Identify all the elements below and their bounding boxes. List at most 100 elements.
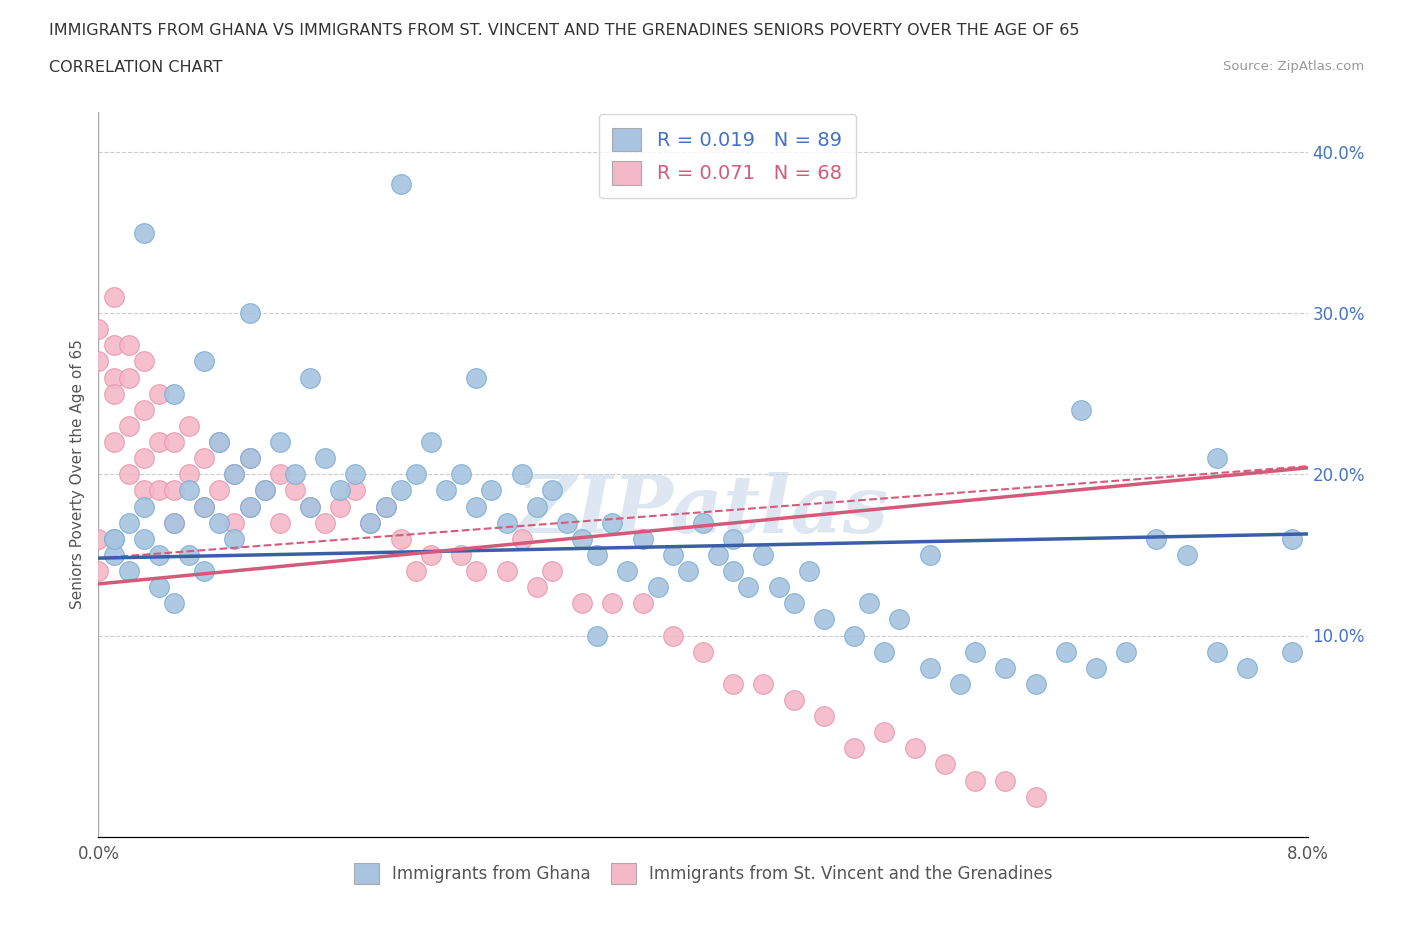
Point <box>87 531 110 546</box>
Point <box>1115 644 1137 659</box>
Point <box>858 596 880 611</box>
Point <box>193 354 215 369</box>
Point <box>269 434 291 449</box>
Point <box>299 370 322 385</box>
Point <box>723 676 745 691</box>
Point <box>208 434 231 449</box>
Point <box>118 515 141 530</box>
Point <box>118 467 141 482</box>
Point <box>723 564 745 578</box>
Point <box>118 418 141 433</box>
Point <box>163 386 186 401</box>
Point <box>420 548 443 563</box>
Point <box>783 596 806 611</box>
Point <box>495 515 517 530</box>
Point <box>526 579 548 594</box>
Point <box>269 515 291 530</box>
Point <box>465 499 488 514</box>
Point <box>510 531 533 546</box>
Point <box>1070 403 1092 418</box>
Point <box>87 322 110 337</box>
Point <box>118 564 141 578</box>
Point <box>163 515 186 530</box>
Point <box>555 515 578 530</box>
Point <box>405 467 427 482</box>
Point <box>179 548 201 563</box>
Point <box>103 548 125 563</box>
Point <box>103 434 125 449</box>
Point <box>965 644 987 659</box>
Point <box>103 531 125 546</box>
Point <box>1025 676 1047 691</box>
Point <box>103 338 125 352</box>
Point <box>510 467 533 482</box>
Point <box>844 628 866 643</box>
Point <box>132 531 155 546</box>
Point <box>1206 644 1229 659</box>
Point <box>1146 531 1168 546</box>
Point <box>1281 531 1303 546</box>
Point <box>284 483 307 498</box>
Point <box>193 499 215 514</box>
Point <box>994 660 1017 675</box>
Point <box>103 289 125 304</box>
Point <box>239 499 262 514</box>
Point <box>208 434 231 449</box>
Point <box>103 531 125 546</box>
Point <box>586 628 609 643</box>
Point <box>661 628 683 643</box>
Point <box>692 515 714 530</box>
Point <box>389 177 412 192</box>
Point <box>360 515 382 530</box>
Point <box>253 483 276 498</box>
Point <box>87 354 110 369</box>
Point <box>163 515 186 530</box>
Text: CORRELATION CHART: CORRELATION CHART <box>49 60 222 75</box>
Point <box>1236 660 1258 675</box>
Point <box>526 499 548 514</box>
Point <box>239 451 262 466</box>
Point <box>768 579 790 594</box>
Point <box>374 499 396 514</box>
Point <box>163 483 186 498</box>
Point <box>723 531 745 546</box>
Point <box>179 483 201 498</box>
Point <box>737 579 759 594</box>
Point <box>571 531 593 546</box>
Point <box>1206 451 1229 466</box>
Point <box>132 499 155 514</box>
Point <box>873 724 896 739</box>
Point <box>148 386 170 401</box>
Text: Source: ZipAtlas.com: Source: ZipAtlas.com <box>1223 60 1364 73</box>
Point <box>481 483 503 498</box>
Point <box>374 499 396 514</box>
Point <box>314 515 336 530</box>
Point <box>904 741 927 756</box>
Point <box>586 548 609 563</box>
Point <box>224 515 246 530</box>
Point <box>1085 660 1108 675</box>
Point <box>889 612 911 627</box>
Point <box>540 483 562 498</box>
Point <box>631 531 654 546</box>
Point <box>193 499 215 514</box>
Point <box>692 644 714 659</box>
Point <box>344 467 367 482</box>
Point <box>918 548 941 563</box>
Point <box>707 548 730 563</box>
Point <box>314 451 336 466</box>
Point <box>148 434 170 449</box>
Point <box>1025 790 1047 804</box>
Point <box>540 564 562 578</box>
Point <box>163 434 186 449</box>
Point <box>1175 548 1198 563</box>
Point <box>132 354 155 369</box>
Point <box>647 579 669 594</box>
Point <box>602 596 624 611</box>
Point <box>631 596 654 611</box>
Point <box>239 306 262 321</box>
Point <box>179 418 201 433</box>
Point <box>132 403 155 418</box>
Text: ZIPatlas: ZIPatlas <box>517 472 889 550</box>
Point <box>224 467 246 482</box>
